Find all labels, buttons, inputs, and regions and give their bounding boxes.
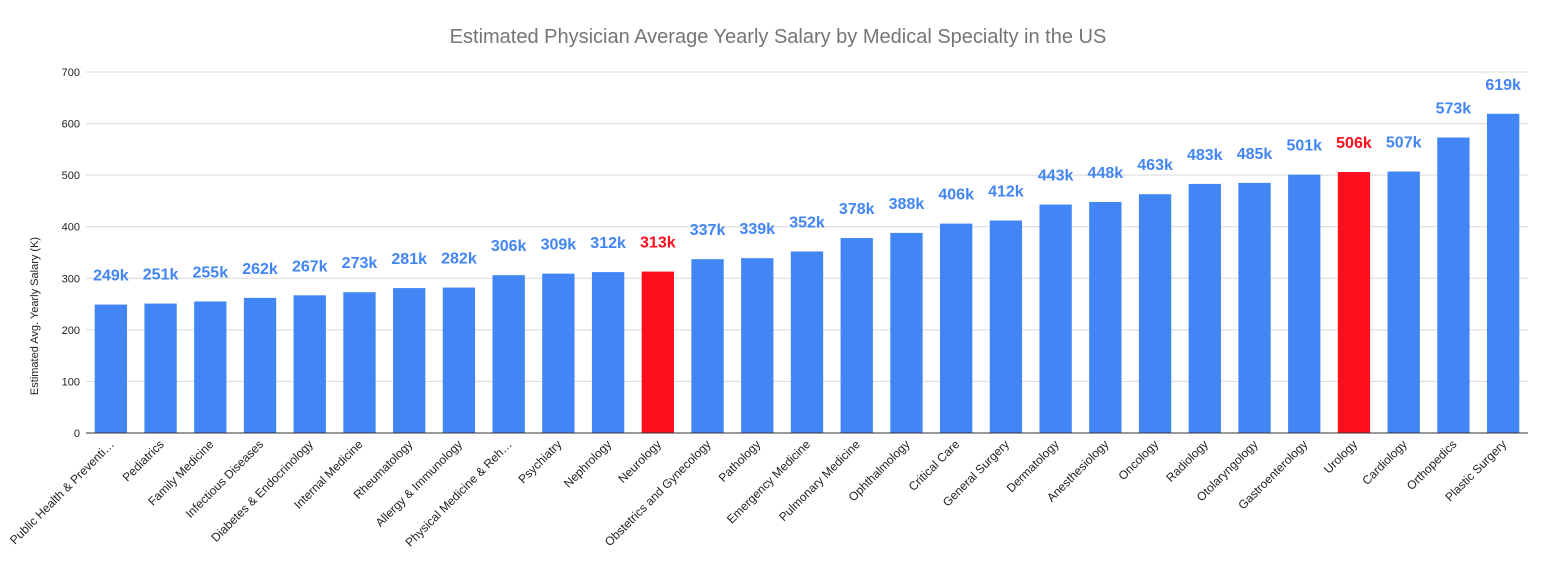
bar (741, 258, 774, 433)
bar (243, 297, 277, 433)
x-tick-label: Neurology (615, 437, 664, 486)
data-label: 306k (491, 238, 527, 255)
bar (691, 259, 724, 433)
data-label: 573k (1436, 100, 1472, 117)
data-label: 406k (938, 187, 974, 204)
data-label: 262k (242, 261, 278, 278)
bars (94, 113, 1520, 434)
bar (591, 272, 625, 433)
data-label: 463k (1137, 157, 1173, 174)
y-tick-label: 700 (62, 67, 80, 79)
data-labels: 249k 251k 255k 262k 267k 273k 281k 282k 306k 309k… (93, 77, 1521, 285)
x-axis-ticks: Public Health & Preventi… PediatricsFamil… (7, 437, 1509, 549)
bar (1238, 182, 1271, 433)
data-label: 251k (143, 267, 179, 284)
bar (343, 292, 376, 433)
bar (940, 223, 973, 433)
x-tick-label: Cardiology (1359, 437, 1409, 487)
data-label: 506k (1336, 135, 1372, 152)
bar (989, 220, 1023, 433)
bar (1089, 201, 1122, 433)
data-label: 448k (1088, 165, 1124, 182)
bar (1437, 137, 1470, 433)
data-label: 507k (1386, 135, 1422, 152)
data-label: 485k (1237, 146, 1273, 163)
data-label: 309k (541, 237, 577, 254)
data-label: 249k (93, 268, 129, 285)
bar (890, 232, 923, 433)
bar (393, 288, 426, 433)
bar (542, 273, 575, 433)
data-label: 619k (1485, 77, 1521, 94)
bar (293, 295, 326, 433)
y-axis-ticks: 0 100 200 300 400 500 600 700 (62, 67, 80, 440)
data-label: 388k (889, 196, 925, 213)
data-label: 337k (690, 222, 726, 239)
bar (1039, 204, 1072, 433)
data-label: 443k (1038, 168, 1074, 185)
x-tick-label: Physical Medicine & Reh… (403, 437, 515, 549)
x-tick-label: Public Health & Preventi… (7, 437, 117, 547)
bar (1337, 172, 1371, 433)
x-tick-label: Pediatrics (120, 437, 167, 484)
data-label: 352k (789, 214, 825, 231)
data-label: 412k (988, 184, 1024, 201)
x-tick-label: Allergy & Immunology (373, 437, 465, 529)
bar (641, 271, 674, 433)
bar (194, 301, 227, 433)
bar (442, 287, 476, 433)
data-label: 501k (1286, 138, 1322, 155)
x-tick-label: Urology (1321, 437, 1360, 476)
data-label: 312k (590, 235, 626, 252)
y-axis-label: Estimated Avg. Yearly Salary (K) (29, 237, 41, 395)
x-tick-label: Radiology (1163, 437, 1211, 485)
data-label: 313k (640, 235, 676, 252)
bar (1486, 113, 1520, 433)
y-tick-label: 100 (62, 376, 80, 388)
x-tick-label: Oncology (1115, 437, 1161, 483)
x-tick-label: Psychiatry (515, 437, 564, 486)
bar (492, 275, 525, 433)
x-tick-label: Nephrology (561, 437, 614, 490)
y-tick-label: 300 (62, 273, 80, 285)
data-label: 255k (193, 264, 229, 281)
y-tick-label: 600 (62, 119, 80, 131)
data-label: 267k (292, 258, 328, 275)
bar (144, 303, 177, 433)
data-label: 282k (441, 251, 477, 268)
data-label: 281k (391, 251, 427, 268)
y-tick-label: 200 (62, 325, 80, 337)
x-tick-label: Obstetrics and Gynecology (602, 437, 714, 549)
bar (1387, 171, 1420, 434)
y-tick-label: 0 (74, 428, 80, 440)
y-tick-label: 500 (62, 170, 80, 182)
bar (1138, 194, 1172, 433)
data-label: 378k (839, 201, 875, 218)
chart-title: Estimated Physician Average Yearly Salar… (450, 26, 1107, 48)
data-label: 339k (739, 221, 775, 238)
bar (840, 238, 873, 433)
bar (1188, 183, 1221, 433)
bar (1288, 174, 1321, 433)
data-label: 273k (342, 255, 378, 272)
data-label: 483k (1187, 147, 1223, 164)
x-tick-label: Pathology (716, 437, 764, 485)
x-tick-label: Diabetes & Endocrinology (208, 437, 316, 545)
bar (790, 251, 824, 433)
bar (94, 304, 128, 433)
y-tick-label: 400 (62, 222, 80, 234)
x-tick-label: Emergency Medicine (724, 437, 813, 526)
